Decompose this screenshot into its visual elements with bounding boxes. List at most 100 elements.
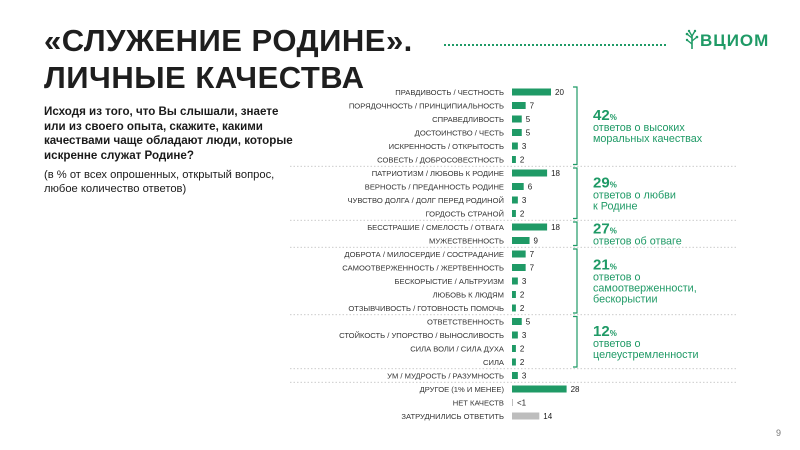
category-label: Бесстрашие / смелость / отвага [367, 223, 505, 232]
group-caption: моральных качествах [593, 133, 703, 145]
data-label: 28 [571, 385, 580, 394]
group-bracket [573, 221, 578, 247]
bar [512, 142, 518, 150]
bar [512, 115, 522, 123]
category-label: Достоинство / честь [415, 128, 504, 137]
group-caption: ответов о высоких [593, 122, 685, 134]
data-label: 7 [530, 250, 535, 259]
data-label: 20 [555, 88, 564, 97]
bar [512, 264, 526, 271]
category-label: Гордость страной [425, 209, 504, 218]
data-label: 3 [522, 331, 527, 340]
group-bracket [573, 248, 578, 314]
data-label: 3 [522, 196, 527, 205]
survey-note: (в % от всех опрошенных, открытый вопрос… [44, 169, 275, 195]
category-label: Ум / мудрость / разумность [387, 371, 504, 380]
bar [512, 250, 526, 258]
category-label: Мужественность [429, 236, 504, 245]
group-caption: целеустремленности [593, 349, 699, 361]
category-label: Верность / преданность Родине [365, 182, 504, 191]
category-label: Сила воли / сила духа [410, 344, 505, 353]
category-label: Бескорыстие / альтруизм [395, 277, 504, 286]
category-label: Стойкость / упорство / выносливость [339, 331, 504, 340]
bar [512, 385, 567, 393]
bar [512, 237, 530, 244]
data-label: 2 [520, 156, 525, 165]
group-caption: бескорыстии [593, 294, 658, 306]
data-label: <1 [517, 399, 527, 408]
data-label: 3 [522, 277, 527, 286]
category-label: Правдивость / честность [395, 88, 504, 97]
bar [512, 345, 516, 352]
group-caption: ответов о любви [593, 189, 676, 201]
data-label: 3 [522, 372, 527, 381]
data-label: 7 [530, 264, 535, 273]
data-label: 18 [551, 169, 560, 178]
category-label: Искренность / открытость [389, 142, 504, 151]
category-label: Порядочность / принципиальность [349, 101, 504, 110]
data-label: 2 [520, 358, 525, 367]
bar [512, 291, 516, 298]
bar [512, 399, 513, 406]
title-dotted-rule [444, 44, 666, 46]
bar [512, 412, 540, 420]
bar [512, 102, 526, 109]
data-label: 7 [530, 102, 535, 111]
bar [512, 304, 516, 312]
category-label: Затруднились ответить [401, 412, 504, 421]
slide-title: «СЛУЖЕНИЕ РОДИНЕ». ЛИЧНЫЕ КАЧЕСТВА [44, 22, 413, 96]
logo-text: ВЦИОМ [700, 31, 770, 50]
data-label: 5 [526, 115, 531, 124]
data-label: 2 [520, 210, 525, 219]
title-line-2: ЛИЧНЫЕ КАЧЕСТВА [44, 60, 365, 95]
group-caption: к Родине [593, 200, 638, 212]
data-label: 2 [520, 291, 525, 300]
data-label: 14 [543, 412, 552, 421]
group-caption: ответов об отваге [593, 235, 682, 247]
data-label: 18 [551, 223, 560, 232]
group-caption: ответов о [593, 338, 641, 350]
category-label: Чувство долга / долг перед Родиной [347, 196, 504, 205]
bar [512, 223, 548, 231]
category-label: Любовь к людям [433, 290, 504, 299]
bar [512, 88, 551, 96]
category-label: Патриотизм / любовь к Родине [372, 169, 504, 178]
category-label: Нет качеств [453, 398, 504, 407]
vciom-logo: ВЦИОМ [684, 28, 774, 54]
bar [512, 277, 518, 285]
data-label: 5 [526, 318, 531, 327]
category-label: Отзывчивость / готовность помочь [348, 304, 504, 313]
data-label: 9 [534, 237, 539, 246]
bar [512, 358, 516, 366]
bar [512, 169, 548, 177]
bar [512, 210, 516, 217]
tree-icon [685, 29, 699, 49]
category-label: Другое (1% и менее) [420, 385, 505, 394]
bar [512, 156, 516, 163]
category-label: Совесть / добросовестность [377, 155, 504, 164]
data-label: 3 [522, 142, 527, 151]
data-label: 2 [520, 304, 525, 313]
group-bracket [573, 167, 578, 220]
title-line-1: «СЛУЖЕНИЕ РОДИНЕ». [44, 23, 413, 58]
group-bracket [573, 86, 578, 166]
group-caption: самоотверженности, [593, 283, 697, 295]
category-label: Справедливость [432, 115, 504, 124]
bar [512, 183, 524, 190]
data-label: 2 [520, 345, 525, 354]
category-label: Самоотверженность / жертвенность [342, 263, 504, 272]
bar [512, 129, 522, 136]
bar [512, 196, 518, 204]
bar [512, 372, 518, 379]
bar [512, 331, 518, 339]
data-label: 5 [526, 129, 531, 138]
survey-question: Исходя из того, что Вы слышали, знаете и… [44, 105, 293, 162]
page-number: 9 [776, 428, 782, 438]
category-label: Сила [483, 358, 505, 367]
category-label: Ответственность [427, 317, 504, 326]
category-label: Доброта / милосердие / сострадание [344, 250, 504, 259]
group-caption: ответов о [593, 272, 641, 284]
data-label: 6 [528, 183, 533, 192]
bar [512, 318, 522, 325]
